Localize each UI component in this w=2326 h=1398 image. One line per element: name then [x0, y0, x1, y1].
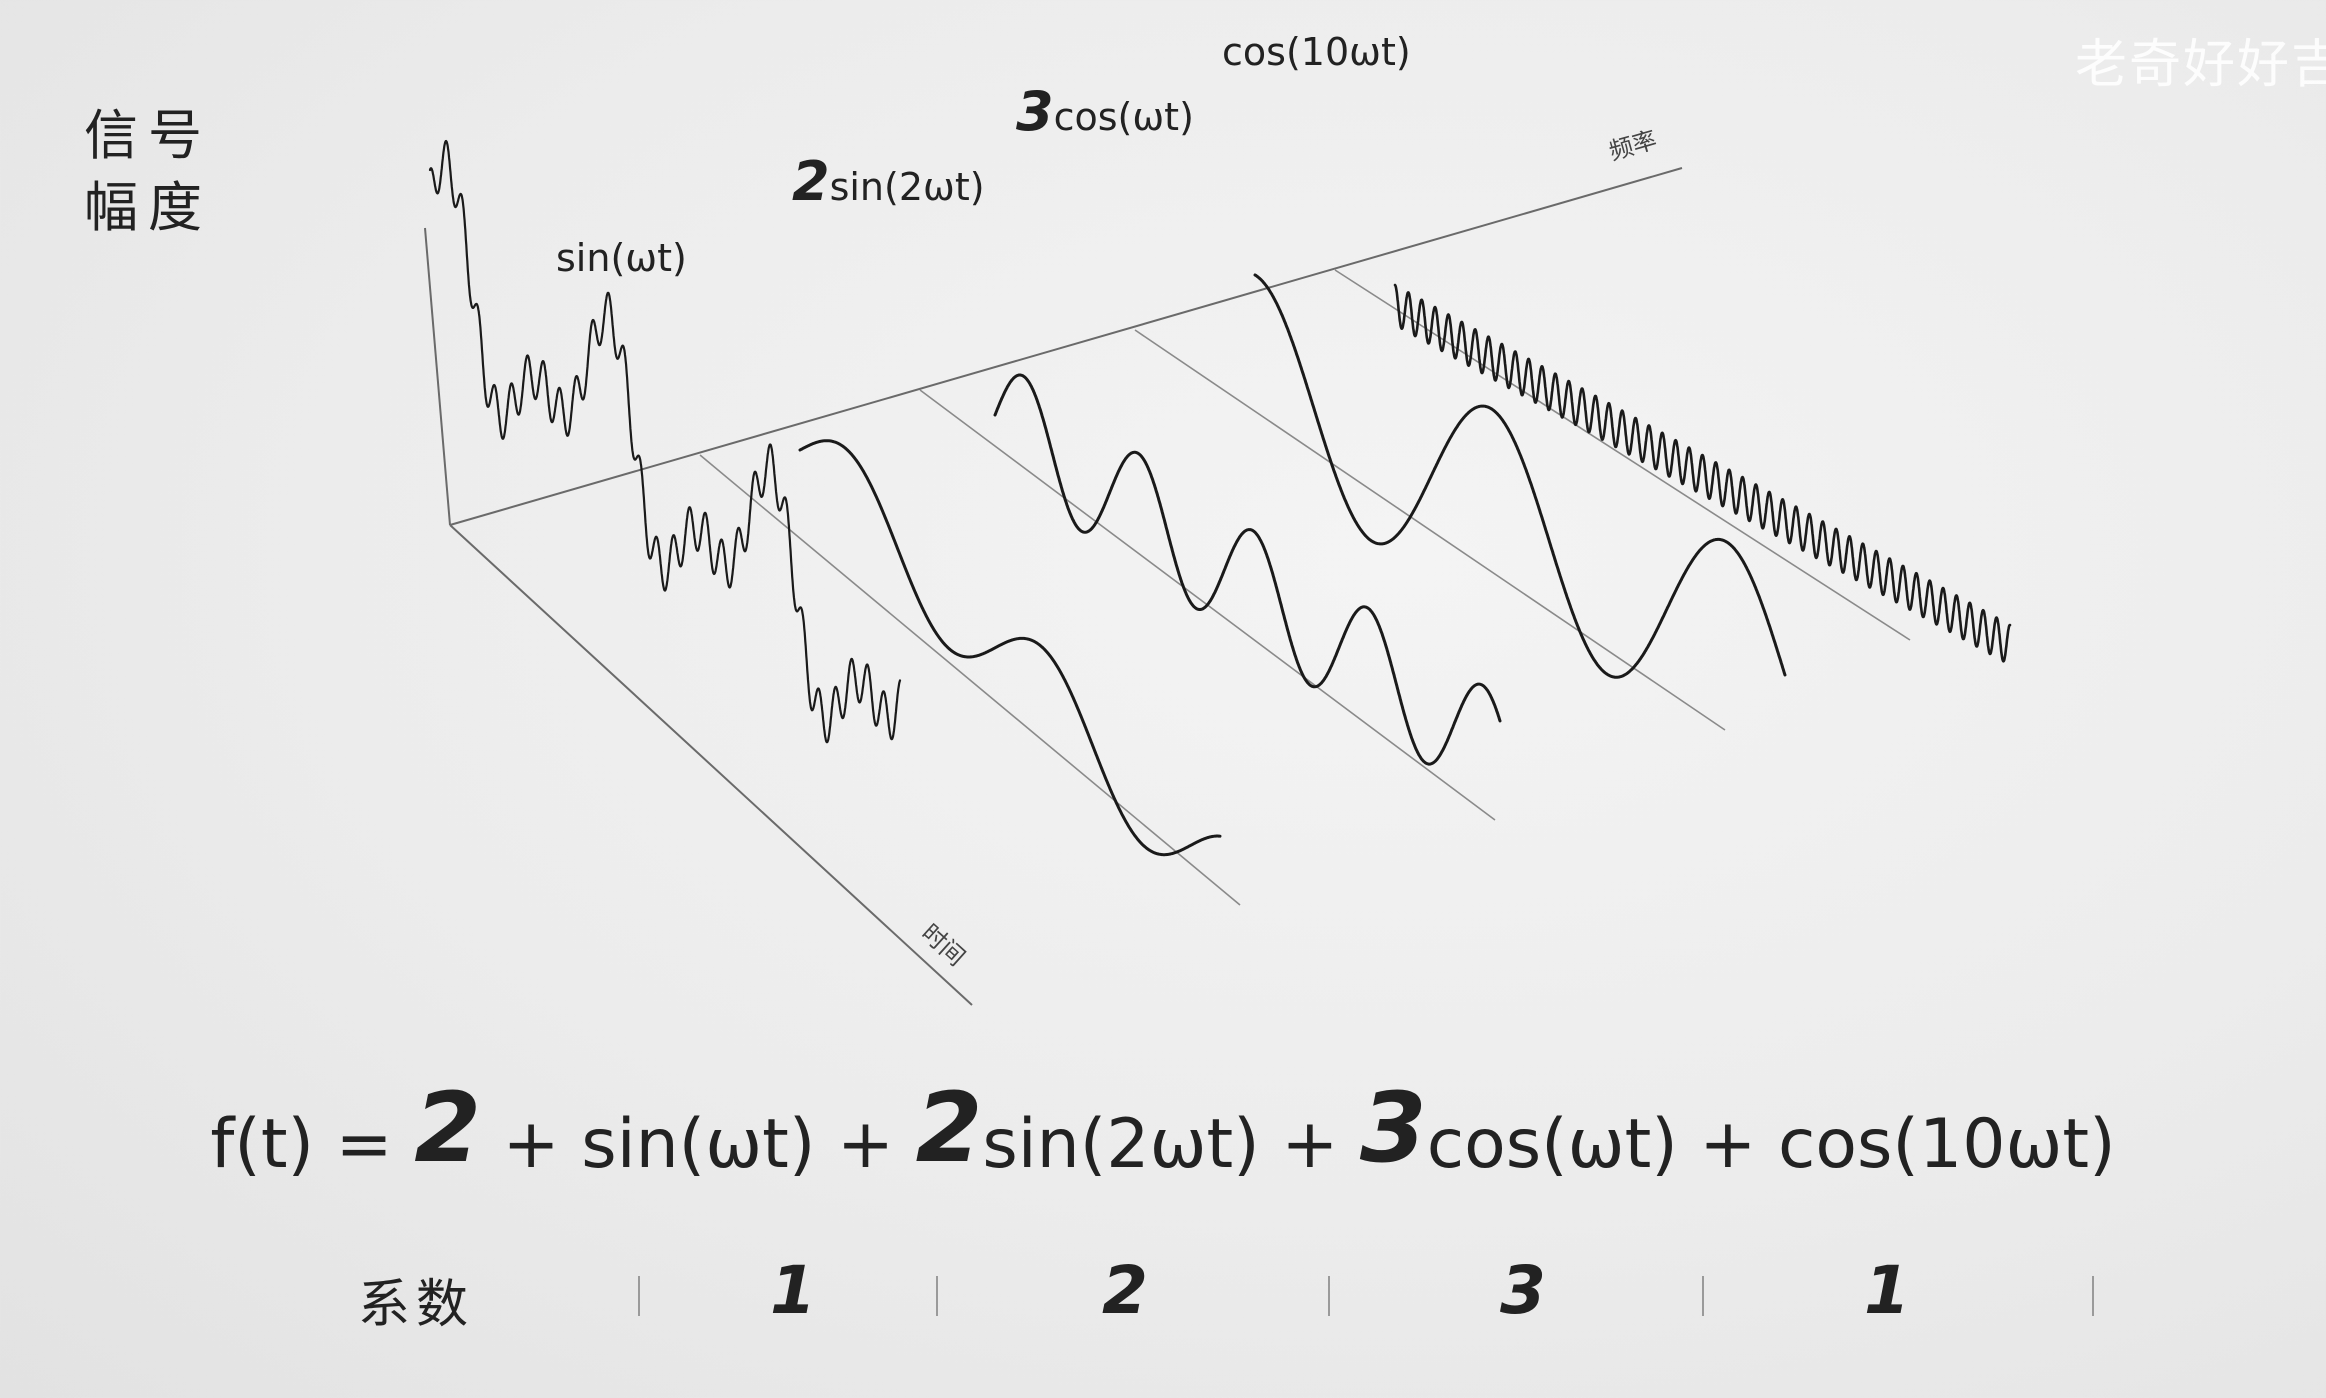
label-3cos-text: cos(ωt) — [1054, 95, 1194, 139]
formula-constant: 2 — [414, 1072, 481, 1184]
coef-separator — [638, 1276, 640, 1316]
formula-coef2: 2 — [916, 1072, 983, 1184]
formula-term3: cos(ωt) + cos(10ωt) — [1427, 1105, 2116, 1184]
y-axis-title: 信号 幅度 — [84, 100, 212, 244]
formula: f(t) = 2 + sin(ωt) + 2sin(2ωt) + 3cos(ωt… — [0, 1078, 2326, 1190]
coef-value-4: 1 — [1864, 1252, 1910, 1329]
coef-separator — [1702, 1276, 1704, 1316]
sin-wave — [800, 441, 1220, 855]
axes-group — [425, 168, 1682, 1005]
watermark: 老奇好好吉 — [2075, 22, 2326, 97]
coef-separator — [2092, 1276, 2094, 1316]
label-3cos: 3cos(ωt) — [1016, 80, 1194, 143]
coefficient-label: 系数 — [358, 1262, 474, 1337]
formula-coef3: 3 — [1360, 1072, 1427, 1184]
formula-term2: sin(2ωt) + — [982, 1105, 1338, 1184]
cos10-wave — [1395, 285, 2010, 661]
coef-separator — [1328, 1276, 1330, 1316]
guide-line — [1135, 330, 1725, 730]
label-2sin2: 2sin(2ωt) — [792, 150, 985, 213]
sin2-wave — [995, 375, 1500, 764]
label-2sin2-coef: 2 — [792, 150, 830, 213]
amplitude-axis — [425, 228, 450, 525]
coef-value-3: 3 — [1500, 1252, 1546, 1329]
label-2sin2-text: sin(2ωt) — [830, 165, 985, 209]
formula-lhs: f(t) = — [210, 1105, 392, 1184]
label-3cos-coef: 3 — [1016, 80, 1054, 143]
label-sin: sin(ωt) — [556, 236, 687, 280]
label-cos10: cos(10ωt) — [1222, 30, 1411, 74]
y-axis-title-line1: 信号 — [84, 100, 212, 172]
frequency-axis — [450, 168, 1682, 525]
label-cos10-text: cos(10ωt) — [1222, 30, 1411, 74]
time-axis — [450, 525, 972, 1005]
coef-value-1: 1 — [770, 1252, 816, 1329]
coef-separator — [936, 1276, 938, 1316]
guide-line — [700, 455, 1240, 905]
coef-value-2: 2 — [1102, 1252, 1148, 1329]
formula-term1: + sin(ωt) + — [503, 1105, 894, 1184]
time-axis-label: 时间 — [916, 919, 970, 972]
label-sin-text: sin(ωt) — [556, 236, 687, 280]
y-axis-title-line2: 幅度 — [84, 172, 212, 244]
frequency-axis-label: 频率 — [1606, 126, 1660, 166]
guide-line — [1335, 270, 1910, 640]
guide-lines — [700, 270, 1910, 905]
